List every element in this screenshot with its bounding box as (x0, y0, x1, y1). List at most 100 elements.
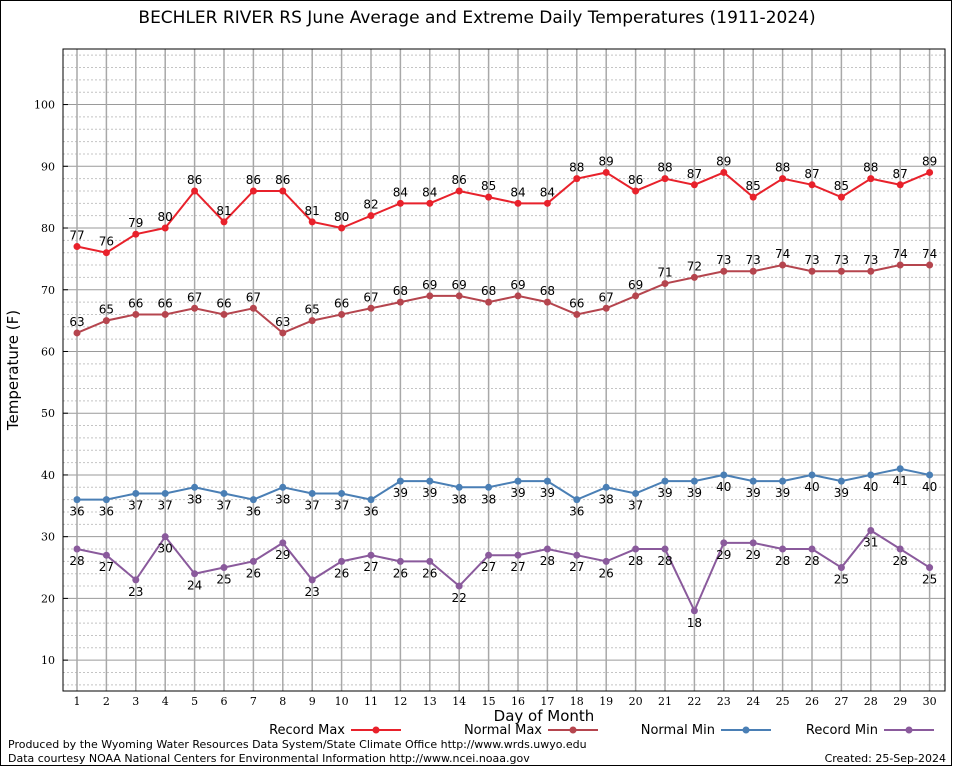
data-point (661, 545, 669, 553)
x-tick-label: 11 (364, 695, 378, 708)
grid (63, 49, 945, 691)
data-point (632, 292, 640, 300)
data-label: 38 (275, 492, 290, 506)
data-label: 73 (716, 253, 731, 267)
x-tick-label: 10 (335, 695, 349, 708)
x-axis-ticks: 1 2 3 4 5 6 7 8 9 10 11 12 13 14 15 16 17 18 19 20 21 22 23 24 2… (74, 695, 937, 708)
legend-label: Record Max (269, 723, 345, 738)
data-label: 82 (363, 198, 378, 212)
data-point (367, 496, 375, 504)
data-point (661, 280, 669, 288)
data-label: 86 (275, 173, 290, 187)
series-normal-max: 63 65 66 66 67 66 67 63 65 66 67 68 69 69 68 69 68 66 67 69… (69, 247, 937, 337)
data-point (249, 496, 257, 504)
data-label: 29 (275, 548, 290, 562)
data-point (396, 298, 404, 306)
data-point (73, 243, 81, 251)
data-point (338, 489, 346, 497)
x-tick-label: 5 (191, 695, 198, 708)
data-point (837, 477, 845, 485)
data-label: 31 (863, 536, 878, 550)
data-point (132, 576, 140, 584)
data-point (279, 483, 287, 491)
data-point (543, 477, 551, 485)
data-point (455, 292, 463, 300)
y-tick-label: 70 (41, 284, 55, 297)
series-line (76, 529, 931, 614)
data-label: 29 (746, 548, 761, 562)
data-point (926, 471, 934, 479)
data-label: 74 (922, 247, 937, 261)
data-point (690, 607, 698, 615)
data-label: 39 (422, 486, 437, 500)
data-point (602, 304, 610, 312)
data-label: 25 (922, 573, 937, 587)
y-tick-label: 80 (41, 222, 55, 235)
data-point (543, 199, 551, 207)
data-label: 88 (775, 161, 790, 175)
data-label: 69 (628, 278, 643, 292)
data-label: 87 (687, 167, 702, 181)
data-point (367, 212, 375, 220)
data-label: 28 (893, 554, 908, 568)
data-label: 85 (746, 179, 761, 193)
data-label: 85 (481, 179, 496, 193)
data-point (102, 249, 110, 257)
footer-created-date: Created: 25-Sep-2024 (824, 752, 946, 765)
data-point (808, 267, 816, 275)
data-label: 28 (657, 554, 672, 568)
data-label: 37 (334, 498, 349, 512)
data-label: 67 (363, 290, 378, 304)
data-label: 67 (246, 290, 261, 304)
data-label: 86 (246, 173, 261, 187)
data-point (896, 181, 904, 189)
data-point (514, 199, 522, 207)
data-point (191, 570, 199, 578)
data-point (279, 329, 287, 337)
data-point (485, 193, 493, 201)
data-point (779, 261, 787, 269)
data-label: 27 (569, 560, 584, 574)
data-label: 39 (393, 486, 408, 500)
data-label: 73 (746, 253, 761, 267)
data-label: 73 (804, 253, 819, 267)
data-point (161, 224, 169, 232)
x-tick-label: 1 (74, 695, 81, 708)
data-point (191, 483, 199, 491)
data-point (690, 181, 698, 189)
x-tick-label: 3 (132, 695, 139, 708)
legend-item: Normal Min (641, 723, 771, 738)
data-label: 39 (834, 486, 849, 500)
data-label: 28 (69, 554, 84, 568)
x-tick-label: 25 (776, 695, 790, 708)
x-tick-label: 27 (834, 695, 848, 708)
data-label: 37 (128, 498, 143, 512)
chart-title: BECHLER RIVER RS June Average and Extrem… (138, 8, 816, 28)
x-tick-label: 16 (511, 695, 525, 708)
data-point (720, 168, 728, 176)
data-point (661, 175, 669, 183)
data-point (308, 489, 316, 497)
data-point (720, 539, 728, 547)
data-point (749, 193, 757, 201)
data-point (808, 545, 816, 553)
data-label: 28 (804, 554, 819, 568)
legend: Record Max Normal Max Normal Min Record Min (269, 723, 934, 738)
data-label: 88 (657, 161, 672, 175)
data-label: 37 (305, 498, 320, 512)
x-tick-label: 14 (452, 695, 466, 708)
data-point (543, 545, 551, 553)
data-label: 23 (305, 585, 320, 599)
x-tick-label: 17 (540, 695, 554, 708)
series-record-min: 28 27 23 30 24 25 26 29 23 26 27 26 26 22 27 27 28 27 26 28… (69, 527, 937, 630)
data-point (338, 224, 346, 232)
data-label: 74 (893, 247, 908, 261)
data-point (249, 557, 257, 565)
y-tick-label: 30 (41, 531, 55, 544)
x-tick-label: 18 (570, 695, 584, 708)
data-point (514, 551, 522, 559)
data-point (308, 576, 316, 584)
data-label: 37 (628, 498, 643, 512)
data-label: 25 (216, 573, 231, 587)
data-point (749, 267, 757, 275)
